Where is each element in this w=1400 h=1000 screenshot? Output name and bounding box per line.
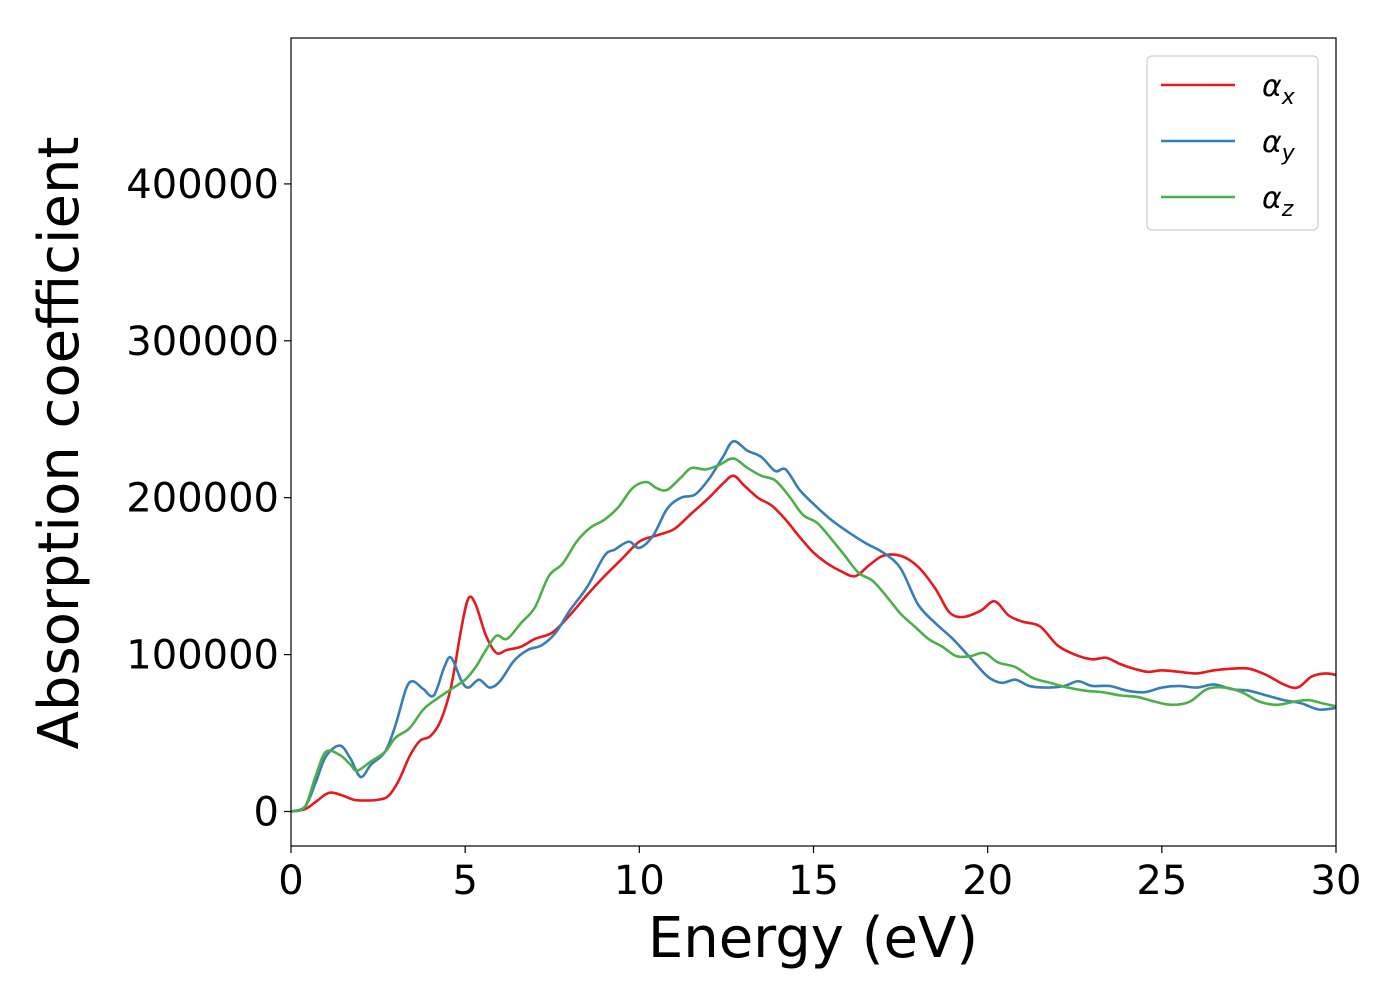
x-tick-label: 20 <box>962 858 1013 904</box>
x-tick-label: 30 <box>1311 858 1362 904</box>
x-tick-label: 15 <box>788 858 839 904</box>
y-axis-title: Absorption coefficient <box>27 137 92 750</box>
x-tick-label: 10 <box>614 858 665 904</box>
y-tick-label: 100000 <box>126 633 279 679</box>
series-line-z <box>291 457 1336 813</box>
series-line-y <box>291 439 1336 813</box>
legend-label-y: αy <box>1262 125 1296 166</box>
y-tick-label: 200000 <box>126 476 279 522</box>
series-line-x <box>291 474 1336 813</box>
y-tick-label: 0 <box>254 789 279 835</box>
legend-label-z: αz <box>1262 181 1294 222</box>
y-tick-label: 300000 <box>126 319 279 365</box>
x-tick-label: 5 <box>452 858 477 904</box>
series-layer <box>291 439 1336 813</box>
y-tick-label: 400000 <box>126 162 279 208</box>
legend-label-x: αx <box>1262 69 1296 110</box>
x-tick-label: 25 <box>1136 858 1187 904</box>
x-tick-label: 0 <box>278 858 303 904</box>
x-axis-title: Energy (eV) <box>648 906 978 971</box>
legend: αx αy αz <box>1146 55 1319 231</box>
legend-box <box>1146 55 1319 231</box>
axes-layer: 0 5 10 15 20 25 30 0 100000 200000 300000 400000 <box>126 37 1362 904</box>
